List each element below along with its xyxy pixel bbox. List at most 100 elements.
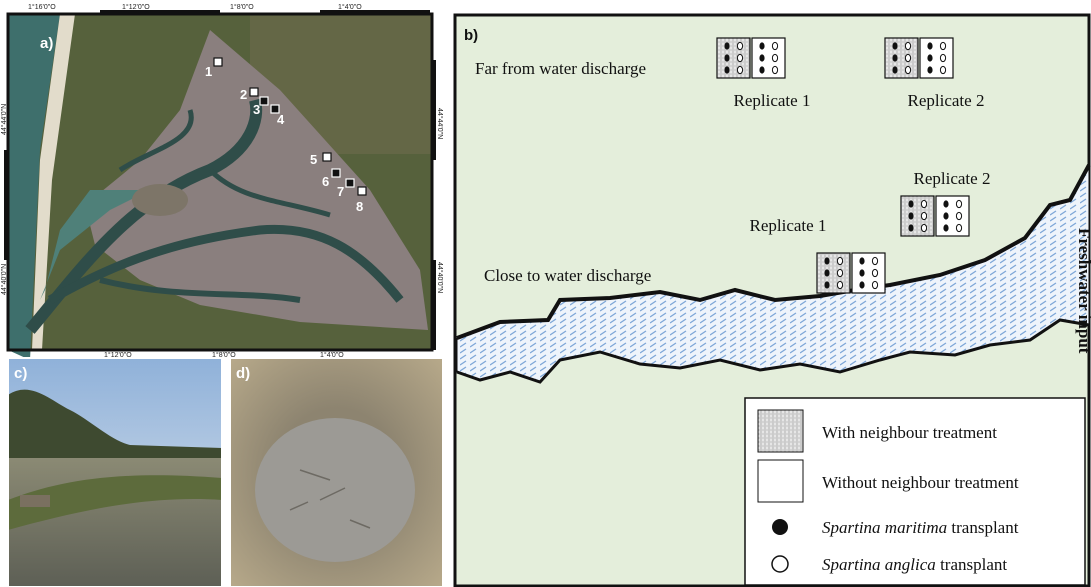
plot-box: [716, 37, 751, 79]
tick-label: 1°12'0"O: [104, 351, 132, 359]
transplant: [927, 54, 933, 62]
group-label: Far from water discharge: [475, 59, 646, 78]
panel-label: b): [464, 27, 478, 44]
ocean: [8, 14, 60, 360]
transplant: [836, 256, 844, 266]
tick-label: 1°4'0"O: [320, 351, 344, 359]
mudflat: [85, 30, 428, 330]
transplant: [955, 211, 963, 221]
transplant: [824, 257, 830, 265]
legend-symbol: [771, 555, 789, 573]
photo-d: d): [229, 357, 444, 587]
photo-c: c): [7, 357, 223, 587]
site-marker: [331, 168, 341, 178]
transplant: [871, 268, 879, 278]
transplant: [771, 53, 779, 63]
tick-label: 1°12'0"O: [122, 3, 150, 11]
plot-box: [884, 37, 919, 79]
transplant: [859, 257, 865, 265]
plot-box: [851, 252, 886, 294]
site-marker: [270, 104, 280, 114]
transplant: [836, 280, 844, 290]
plot-box: [900, 195, 935, 237]
beach: [32, 14, 75, 350]
transplant: [920, 211, 928, 221]
site-label: 1: [205, 64, 212, 79]
site-label: 3: [253, 102, 260, 117]
channel: [25, 98, 263, 334]
diagram-panel: b) Far from water discharge Close to wat…: [453, 13, 1091, 587]
plot-box: [935, 195, 970, 237]
transplant: [927, 42, 933, 50]
legend-swatch: [757, 459, 804, 503]
transplant: [943, 200, 949, 208]
plot-box: [751, 37, 786, 79]
frame-bar: [4, 150, 8, 260]
transplant: [904, 65, 912, 75]
transplant: [836, 268, 844, 278]
frame-bar: [100, 10, 220, 14]
transplant: [939, 65, 947, 75]
photo-border: [7, 357, 223, 587]
site-marker: [357, 186, 367, 196]
frame-bar: [432, 260, 436, 350]
site-label: 7: [337, 184, 344, 199]
transplant: [943, 224, 949, 232]
transplant: [759, 42, 765, 50]
legend-symbol: [772, 519, 788, 535]
transplant: [859, 281, 865, 289]
map-panel: a) 1°16'0"O 1°12'0"O 1°8'0"O 1°4'0"O 1°1…: [0, 3, 444, 360]
transplant: [904, 41, 912, 51]
species: Spartina anglica: [822, 555, 936, 574]
species: Spartina maritima: [822, 518, 947, 537]
replicate-label: Replicate 1: [750, 216, 827, 235]
tick-label: 44°40'0"N: [0, 264, 8, 295]
transplant: [824, 281, 830, 289]
transplant: [892, 54, 898, 62]
trees: [8, 389, 222, 460]
site-label: 2: [240, 87, 247, 102]
site-marker: [345, 178, 355, 188]
transplant: [724, 54, 730, 62]
stream-label: Freshwater input: [1075, 228, 1091, 354]
plot-box: [816, 252, 851, 294]
group-label: Close to water discharge: [484, 266, 651, 285]
replicate-label: Replicate 1: [734, 91, 811, 110]
transplant: [939, 41, 947, 51]
transplant: [908, 224, 914, 232]
transplant: [892, 42, 898, 50]
transplant: [736, 41, 744, 51]
channel: [99, 277, 301, 303]
panel-label: a): [40, 35, 53, 52]
site-label: 6: [322, 174, 329, 189]
tick-label: 1°16'0"O: [28, 3, 56, 11]
tick-label: 1°4'0"O: [338, 3, 362, 11]
transplant: [871, 280, 879, 290]
transplant: [871, 256, 879, 266]
legend-text: transplant: [951, 518, 1018, 537]
transplant: [771, 65, 779, 75]
tick-label: 44°44'0"N: [436, 108, 444, 139]
tick-label: 44°40'0"N: [436, 262, 444, 293]
legend-text: Spartina anglica transplant: [822, 555, 1007, 574]
legend-swatch: [757, 409, 804, 453]
panel-label: d): [236, 365, 250, 382]
site-label: 4: [277, 112, 285, 127]
tick-label: 44°44'0"N: [0, 104, 8, 135]
transplant: [955, 223, 963, 233]
transplant: [736, 65, 744, 75]
site-marker: [213, 57, 223, 67]
plots: [716, 37, 970, 294]
transplant: [759, 54, 765, 62]
site-marker: [322, 152, 332, 162]
transplant: [927, 66, 933, 74]
transplant: [824, 269, 830, 277]
frame-bar: [320, 10, 430, 14]
marsh: [8, 475, 222, 530]
legend-text: Without neighbour treatment: [822, 473, 1019, 492]
transplant: [908, 200, 914, 208]
frame-bar: [432, 60, 436, 160]
transplant: [859, 269, 865, 277]
